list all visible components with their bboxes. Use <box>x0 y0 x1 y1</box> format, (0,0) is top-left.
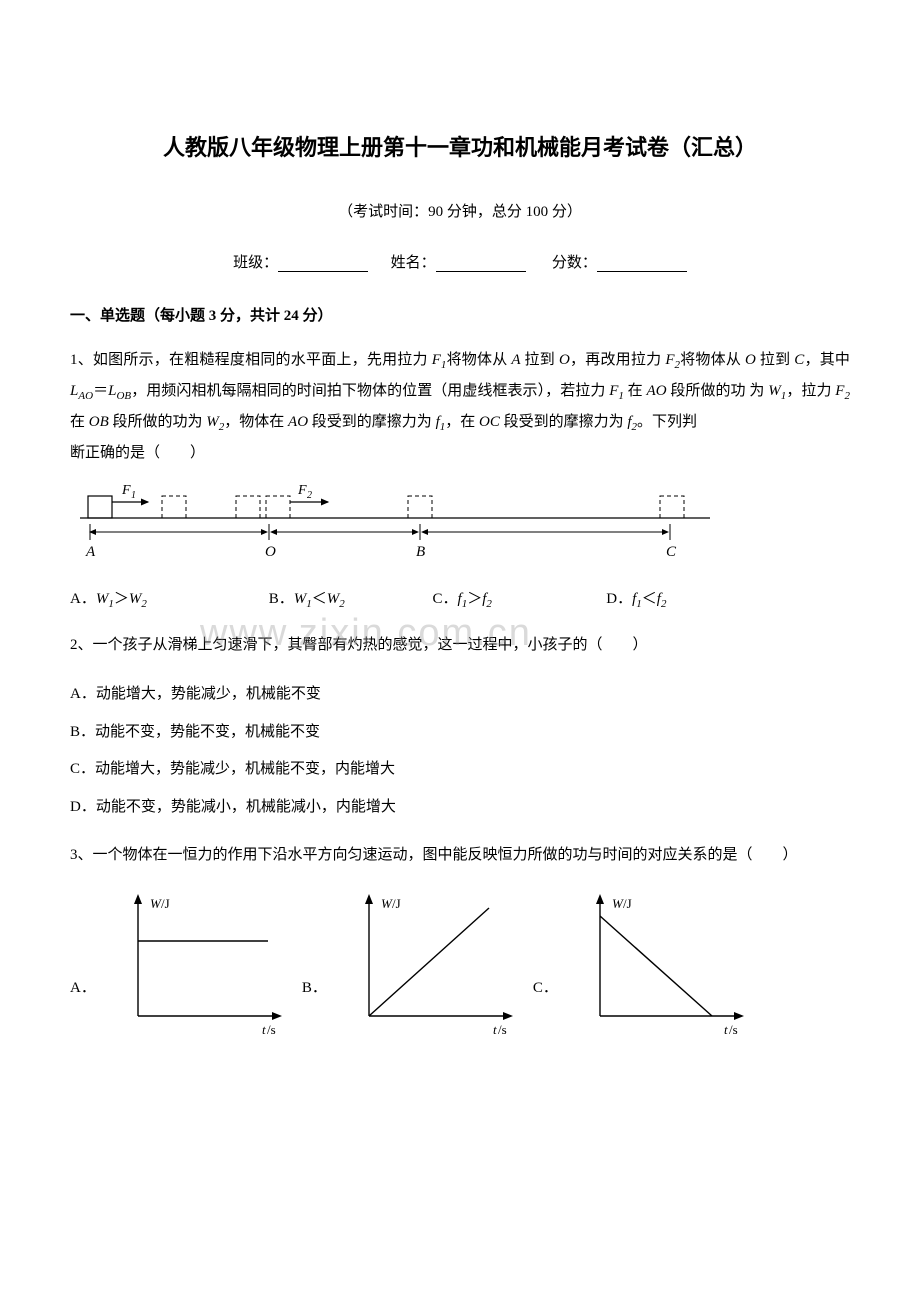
question-1: 1、如图所示，在粗糙程度相同的水平面上，先用拉力 F1将物体从 A 拉到 O，再… <box>70 345 850 468</box>
ob-w2: W <box>327 591 340 608</box>
q3-charts: A． W/J t/s B． W/J t/s C． W/J t/s <box>70 886 850 1036</box>
q1-ao2: AO <box>288 414 308 430</box>
q2-opt-c: C．动能增大，势能减少，机械能不变，内能增大 <box>70 751 850 789</box>
q1-w2: W <box>206 414 219 430</box>
q3-label-c: C． <box>533 926 558 997</box>
oa-gt: ＞ <box>114 587 129 608</box>
q3-label-b: B． <box>302 926 327 997</box>
q1-t: 拉到 <box>521 352 559 368</box>
svg-text:/s: /s <box>267 1022 276 1036</box>
q1-optb: B． <box>269 587 294 608</box>
chart-b: W/J t/s <box>341 886 521 1036</box>
q1-lobsub: OB <box>116 390 131 402</box>
svg-text:/J: /J <box>161 896 170 911</box>
question-3: 3、一个物体在一恒力的作用下沿水平方向匀速运动，图中能反映恒力所做的功与时间的对… <box>70 840 850 870</box>
oa-w2s: 2 <box>141 598 147 610</box>
chart-b-xlabel: t <box>493 1022 497 1036</box>
q1-t: 为 <box>749 383 768 399</box>
f2-label: F <box>297 484 307 498</box>
svg-text:/J: /J <box>392 896 401 911</box>
student-info-line: 班级： 姓名： 分数： <box>70 251 850 272</box>
ob-w1: W <box>294 591 307 608</box>
question-2: 2、一个孩子从滑梯上匀速滑下，其臀部有灼热的感觉，这一过程中，小孩子的（ ） <box>70 630 850 660</box>
q1-o: O <box>559 352 570 368</box>
class-label: 班级： <box>233 255 278 271</box>
ob-w2s: 2 <box>339 598 345 610</box>
q1-t: ，用频闪相机每隔相同的时间拍下物体的位置（用虚线框表示），若拉力 <box>131 383 609 399</box>
ob-lt: ＜ <box>312 587 327 608</box>
q1-t: 拉到 <box>756 352 790 368</box>
q1-eq: ＝ <box>93 383 108 399</box>
q1-optd: D． <box>606 587 632 608</box>
exam-meta: （考试时间：90 分钟，总分 100 分） <box>70 200 850 221</box>
q1-f1: F <box>432 352 441 368</box>
svg-text:2: 2 <box>307 490 312 501</box>
svg-text:/J: /J <box>623 896 632 911</box>
svg-text:/s: /s <box>498 1022 507 1036</box>
q1-t: ，物体在 <box>224 414 288 430</box>
q2-opt-a: A．动能增大，势能减少，机械能不变 <box>70 676 850 714</box>
q1-optc: C． <box>433 587 458 608</box>
q1-t: 在 <box>70 414 89 430</box>
section-1-header: 一、单选题（每小题 3 分，共计 24 分） <box>70 304 850 325</box>
od-lt: ＜ <box>642 587 657 608</box>
q1-t: 。下列判 <box>637 414 697 430</box>
chart-a: W/J t/s <box>110 886 290 1036</box>
f1-label: F <box>121 484 131 498</box>
q1-options: A．W1＞W2 B．W1＜W2 C．f1＞f2 D．f1＜f2 <box>70 587 850 610</box>
q1-t: 将物体从 <box>680 352 745 368</box>
oc-gt: ＞ <box>467 587 482 608</box>
chart-a-xlabel: t <box>262 1022 266 1036</box>
chart-c: W/J t/s <box>572 886 752 1036</box>
oc-f2s: 2 <box>486 598 492 610</box>
class-blank[interactable] <box>278 256 368 272</box>
q1-f2bsub: 2 <box>844 390 850 402</box>
q1-t: 段受到的摩擦力为 <box>500 414 628 430</box>
label-b: B <box>416 544 425 560</box>
oa-w2: W <box>129 591 142 608</box>
q1-f1b: F <box>609 383 618 399</box>
q1-t: 将物体从 <box>446 352 511 368</box>
friction-diagram: F 1 F 2 A O B C <box>70 484 720 564</box>
label-c: C <box>666 544 677 560</box>
label-a: A <box>85 544 96 560</box>
q1-text: 1、如图所示，在粗糙程度相同的水平面上，先用拉力 <box>70 352 432 368</box>
chart-c-xlabel: t <box>724 1022 728 1036</box>
q1-ob: OB <box>89 414 109 430</box>
score-label: 分数： <box>552 255 597 271</box>
q1-diagram: F 1 F 2 A O B C <box>70 484 850 569</box>
q2-opt-b: B．动能不变，势能不变，机械能不变 <box>70 714 850 752</box>
q1-t: ，其中 <box>804 352 850 368</box>
oa-w1: W <box>96 591 109 608</box>
q1-ao: AO <box>647 383 667 399</box>
svg-text:1: 1 <box>131 490 136 501</box>
label-o: O <box>265 544 276 560</box>
q1-c: C <box>794 352 804 368</box>
q1-t: 段所做的功为 <box>109 414 207 430</box>
q1-t: 段受到的摩擦力为 <box>308 414 436 430</box>
q1-o2: O <box>745 352 756 368</box>
name-label: 姓名： <box>391 255 436 271</box>
q1-opta: A． <box>70 587 96 608</box>
q1-oc: OC <box>479 414 500 430</box>
q1-t: ，再改用拉力 <box>570 352 666 368</box>
q1-tail: 断正确的是（ ） <box>70 445 205 461</box>
q1-laosub: AO <box>78 390 93 402</box>
name-blank[interactable] <box>436 256 526 272</box>
q3-label-a: A． <box>70 926 96 997</box>
q1-t: 段所做的功 <box>667 383 746 399</box>
q1-a: A <box>511 352 520 368</box>
od-f2s: 2 <box>661 598 667 610</box>
q1-t: ，拉力 <box>786 383 835 399</box>
score-blank[interactable] <box>597 256 687 272</box>
q2-opt-d: D．动能不变，势能减小，机械能减小，内能增大 <box>70 789 850 827</box>
q1-t: ，在 <box>445 414 479 430</box>
q1-w1: W <box>768 383 781 399</box>
svg-text:/s: /s <box>729 1022 738 1036</box>
q1-t: 在 <box>624 383 647 399</box>
exam-title: 人教版八年级物理上册第十一章功和机械能月考试卷（汇总） <box>70 130 850 162</box>
